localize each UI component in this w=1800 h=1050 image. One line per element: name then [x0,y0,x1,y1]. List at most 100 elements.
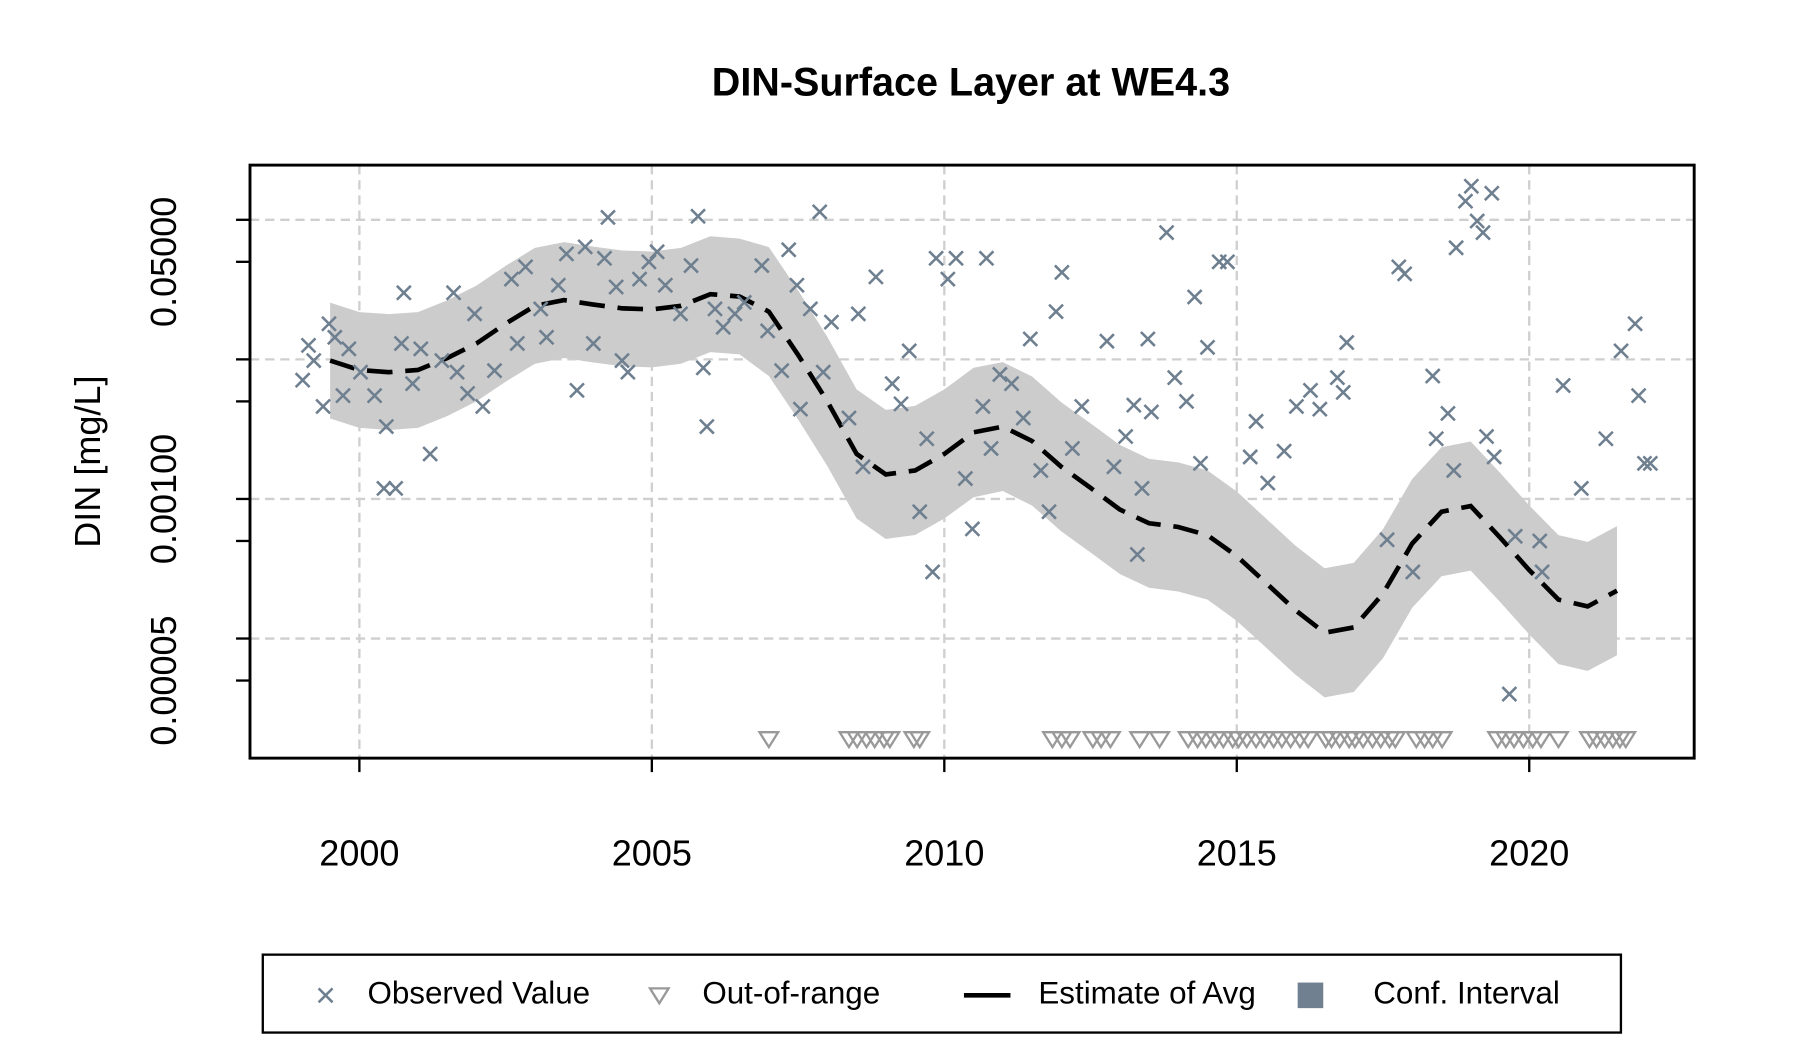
point-marker [1117,428,1134,445]
point-marker [918,430,935,447]
point-marker [1186,289,1203,305]
legend-label: Out-of-range [702,976,880,1011]
point-marker [422,446,439,462]
legend: Observed Value Out-of-range Estimate of Av… [317,976,1560,1011]
point-marker [948,250,964,267]
point-marker [773,362,790,379]
point-marker [1125,397,1142,414]
point-marker [596,250,613,267]
point-marker [1106,458,1122,475]
y-tick-label: 0.00005 [143,615,184,745]
point-marker [305,352,322,369]
point-marker [991,366,1008,383]
x-tick-label: 2010 [904,832,984,873]
point-marker [577,238,594,255]
point-marker [647,987,671,1006]
point-marker [1428,430,1445,447]
x-tick-label: 2015 [1197,832,1277,873]
legend-label: Observed Value [367,976,590,1011]
point-marker [1041,731,1064,750]
point-marker [1338,334,1355,351]
point-marker [517,258,534,275]
point-marker [1128,731,1152,750]
point-marker [449,364,465,381]
point-marker [975,398,991,415]
y-axis-label: DIN [mg/L] [67,376,108,548]
point-marker [1478,428,1495,445]
point-marker [1475,224,1491,241]
point-marker [376,480,392,497]
point-marker [321,315,337,332]
point-marker [326,329,343,346]
point-marker [924,564,941,580]
point-marker [657,277,674,294]
point-marker [378,418,395,435]
point-marker [608,279,625,295]
point-marker [1288,398,1305,415]
point-marker [335,387,351,404]
point-marker [1529,731,1553,750]
point-marker [1430,731,1454,750]
point-marker [1630,387,1647,404]
point-marker [1448,239,1464,256]
point-marker [1276,443,1293,460]
plot-border [248,163,1696,760]
point-marker [1158,224,1175,241]
point-marker [395,284,412,301]
point-marker [978,250,995,267]
point-marker [792,401,809,418]
point-marker [1248,413,1264,430]
point-marker [1073,398,1090,415]
point-marker [736,294,753,311]
point-marker [433,352,450,369]
point-marker [466,305,483,322]
point-marker [600,209,616,226]
point-marker [1302,382,1319,399]
point-marker [393,335,410,352]
point-marker [698,418,715,435]
point-marker [893,395,909,412]
point-marker [1003,375,1020,392]
point-marker [1404,564,1421,580]
point-marker [1058,731,1082,750]
point-marker [780,241,797,258]
point-marker [412,340,429,357]
point-marker [1531,533,1548,549]
point-marker [1015,410,1032,426]
point-marker [631,271,648,287]
point-marker [1219,253,1236,270]
point-marker [683,257,699,274]
point-marker [908,731,932,750]
point-marker [1041,503,1057,520]
point-marker [619,364,636,381]
point-marker [1627,315,1643,332]
point-marker [585,335,602,352]
point-marker [1329,369,1346,386]
legend-box [261,953,1623,1034]
point-marker [1099,731,1122,750]
point-marker [538,329,555,346]
point-marker [445,284,462,301]
point-marker [811,203,828,220]
point-marker [1022,331,1039,347]
confidence-band [330,236,1617,698]
point-marker [1445,462,1462,479]
point-marker [459,385,476,402]
point-marker [352,364,369,381]
point-marker [939,271,956,287]
point-marker [1192,455,1209,472]
point-marker [1242,449,1259,465]
point-marker [1636,455,1653,472]
point-marker [1613,343,1629,359]
point-marker [901,343,918,359]
point-marker [1311,401,1328,418]
point-marker [1469,213,1486,229]
point-marker [757,731,781,750]
point-marker [1440,405,1456,422]
legend-label: Estimate of Avg [1038,976,1255,1011]
point-marker [1396,265,1413,282]
point-marker [1547,731,1570,750]
y-tick-label: 0.05000 [143,197,184,327]
point-marker [300,337,317,354]
